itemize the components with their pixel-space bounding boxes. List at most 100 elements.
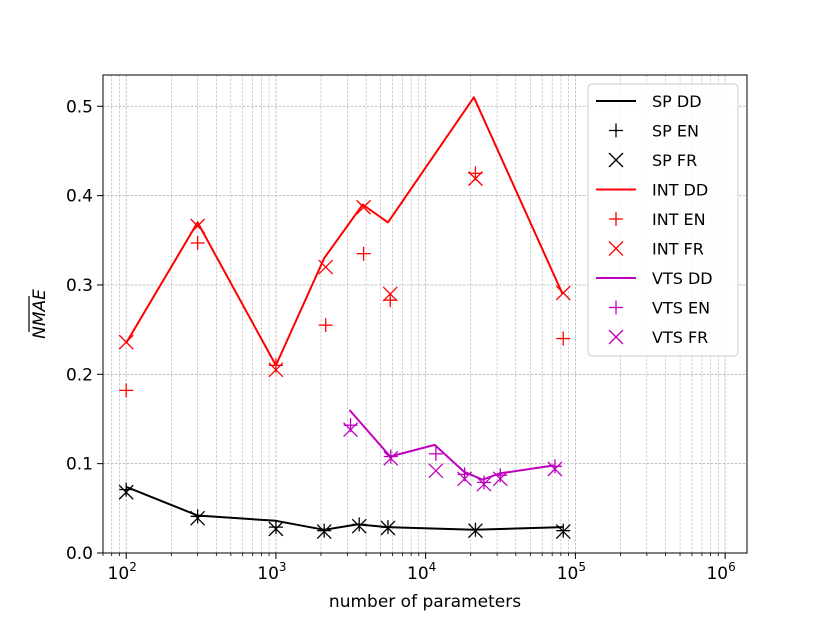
x-axis-ticks: 102 103 104 105 106 xyxy=(102,553,736,584)
y-tick-label: 0.4 xyxy=(66,187,93,207)
point-vts-en xyxy=(428,446,443,461)
cross-stroke-b xyxy=(356,199,372,215)
point-sp-fr xyxy=(268,521,284,537)
y-axis-label-group: NMAE xyxy=(28,289,50,339)
series-line-sp-dd xyxy=(125,485,563,531)
legend: SP DD SP EN SP FR INT DD INT EN INT FR VTS DD V… xyxy=(587,83,739,357)
point-vts-fr xyxy=(383,450,399,466)
x-tick-label: 106 xyxy=(706,560,735,584)
legend-item-sp-dd: SP DD xyxy=(596,92,702,111)
x-tick-label: 105 xyxy=(557,560,586,584)
cross-stroke-b xyxy=(380,520,396,536)
point-vts-fr xyxy=(343,422,358,438)
cross-stroke-b xyxy=(318,259,334,275)
point-int-fr xyxy=(356,199,372,215)
plot-frame xyxy=(102,74,748,554)
point-int-en xyxy=(356,246,371,261)
x-tick-label: 102 xyxy=(108,560,137,584)
point-int-fr xyxy=(268,362,284,378)
point-int-en xyxy=(119,383,134,398)
cross-stroke-b xyxy=(457,471,473,487)
point-sp-en xyxy=(190,509,205,524)
point-int-fr xyxy=(190,218,206,234)
legend-item-vts-dd: VTS DD xyxy=(596,269,713,288)
legend-swatch-cross xyxy=(608,241,624,256)
cross-stroke-b xyxy=(555,524,571,540)
point-sp-en xyxy=(268,520,283,535)
x-tick-label: 104 xyxy=(407,560,436,584)
point-vts-en xyxy=(493,468,508,483)
y-tick-label: 0.3 xyxy=(66,276,93,296)
point-vts-fr xyxy=(547,461,563,477)
point-int-en xyxy=(383,293,398,308)
legend-swatch-cross xyxy=(608,152,624,168)
cross-stroke-b xyxy=(467,523,483,539)
cross-stroke-b xyxy=(608,152,624,168)
point-sp-fr xyxy=(118,484,134,500)
point-int-en xyxy=(556,331,571,346)
cross-stroke-b xyxy=(382,286,398,302)
legend-label: SP FR xyxy=(652,151,697,170)
cross-stroke-b xyxy=(476,476,492,492)
legend-label: VTS EN xyxy=(652,299,710,318)
point-int-en xyxy=(318,318,333,333)
legend-label: VTS DD xyxy=(652,269,713,288)
cross-stroke-b xyxy=(316,524,332,540)
cross-stroke-b xyxy=(190,510,206,526)
legend-item-sp-en: SP EN xyxy=(609,122,699,141)
cross-stroke-b xyxy=(383,450,399,466)
point-sp-fr xyxy=(555,524,571,540)
legend-swatch-plus xyxy=(609,212,623,226)
point-vts-fr xyxy=(428,463,444,479)
point-vts-fr xyxy=(457,471,473,487)
point-vts-en xyxy=(383,449,398,464)
cross-stroke-b xyxy=(118,484,134,500)
legend-box xyxy=(587,83,739,357)
legend-item-vts-fr: VTS FR xyxy=(608,328,708,347)
cross-stroke-b xyxy=(190,218,206,234)
y-tick-label: 0.5 xyxy=(66,97,93,117)
legend-item-vts-en: VTS EN xyxy=(609,299,710,318)
point-sp-fr xyxy=(316,524,332,540)
cross-stroke-b xyxy=(608,329,624,345)
y-axis-ticks: 0.0 0.1 0.2 0.3 0.4 0.5 xyxy=(66,97,103,564)
point-sp-fr xyxy=(467,523,483,539)
x-tick-label: 103 xyxy=(257,560,286,584)
legend-item-sp-fr: SP FR xyxy=(608,151,697,170)
legend-item-int-fr: INT FR xyxy=(608,240,704,259)
point-int-fr xyxy=(467,171,483,187)
point-vts-en xyxy=(476,475,491,490)
y-tick-label: 0.1 xyxy=(66,455,93,475)
point-sp-fr xyxy=(351,518,367,534)
legend-label: INT FR xyxy=(652,240,704,259)
grid-minor xyxy=(102,75,719,553)
point-sp-en xyxy=(119,482,134,497)
point-vts-en xyxy=(547,459,562,474)
point-vts-fr xyxy=(476,476,492,492)
point-int-en xyxy=(190,235,205,250)
y-tick-label: 0.0 xyxy=(66,544,93,564)
legend-label: SP EN xyxy=(652,122,699,141)
cross-stroke-b xyxy=(343,422,358,438)
point-vts-fr xyxy=(492,471,508,487)
cross-stroke-b xyxy=(492,471,508,487)
legend-swatch-plus xyxy=(609,300,623,315)
cross-stroke-b xyxy=(467,171,483,187)
cross-stroke-b xyxy=(268,362,284,378)
cross-stroke-b xyxy=(608,241,624,256)
point-int-fr xyxy=(118,334,134,350)
legend-label: INT EN xyxy=(652,210,706,229)
y-axis-label: NMAE xyxy=(30,289,50,339)
legend-label: SP DD xyxy=(652,92,702,111)
legend-item-int-dd: INT DD xyxy=(596,181,708,200)
cross-stroke-b xyxy=(555,285,571,301)
point-sp-en xyxy=(352,517,367,532)
legend-label: VTS FR xyxy=(652,328,708,347)
cross-stroke-b xyxy=(268,521,284,537)
series-line-int-dd xyxy=(125,96,564,367)
legend-swatch-cross xyxy=(608,329,624,345)
cross-stroke-b xyxy=(351,518,367,534)
y-tick-label: 0.2 xyxy=(66,365,93,385)
legend-label: INT DD xyxy=(652,181,708,200)
